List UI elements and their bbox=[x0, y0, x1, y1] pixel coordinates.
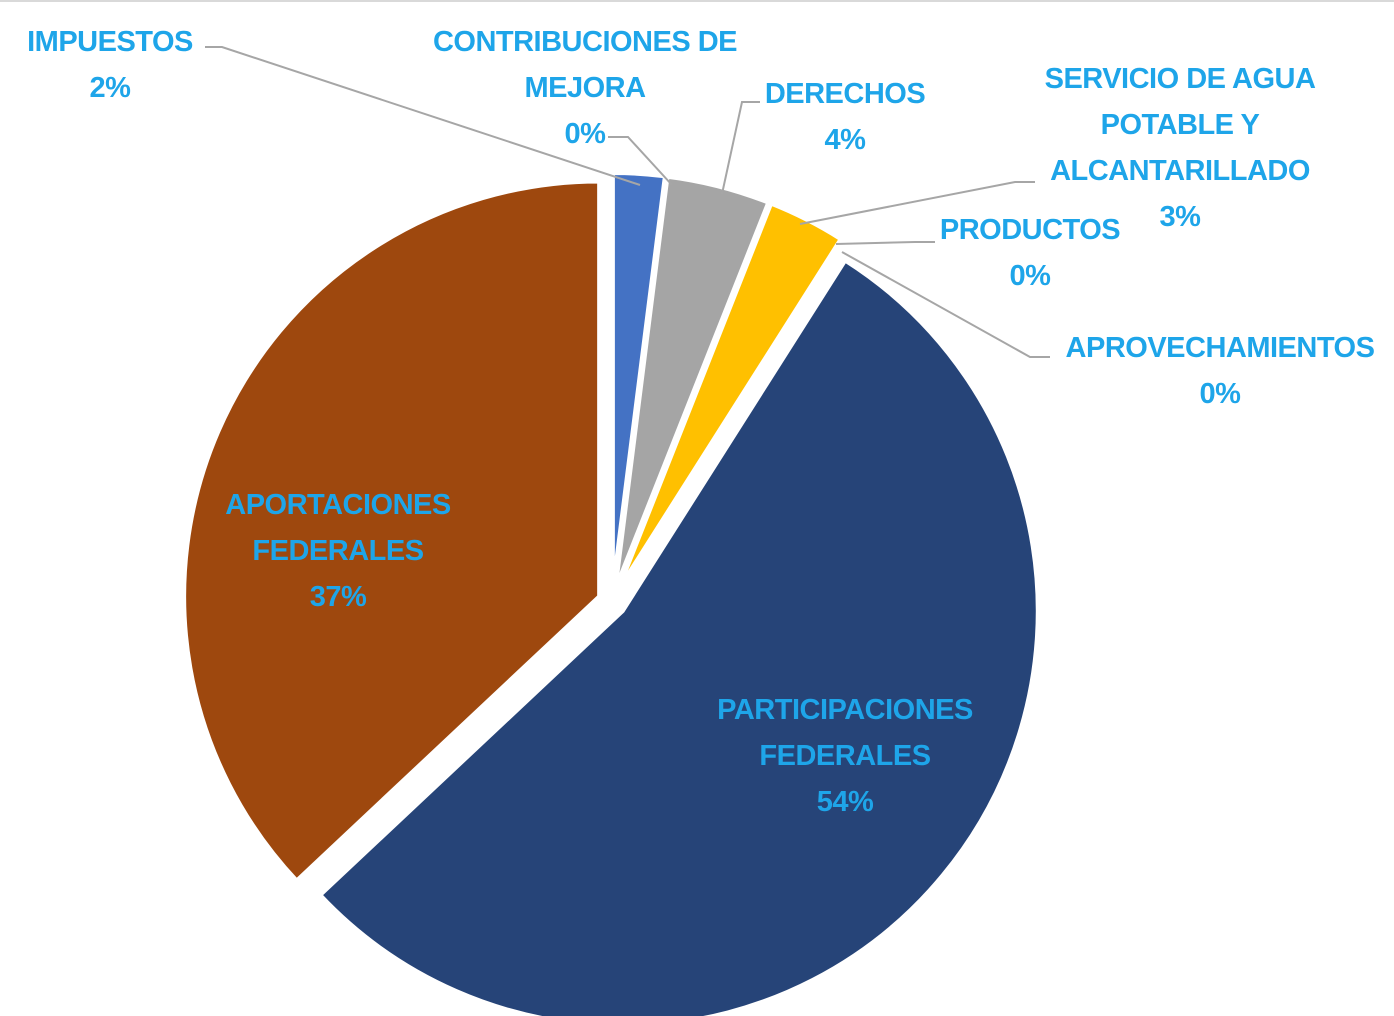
leader-line bbox=[841, 251, 1050, 358]
category-label: DERECHOS bbox=[764, 78, 926, 110]
category-label: PARTICIPACIONES FEDERALES bbox=[717, 694, 973, 772]
leader-line bbox=[799, 181, 1035, 225]
value-label: 3% bbox=[1159, 201, 1201, 233]
category-label: APROVECHAMIENTOS bbox=[1065, 332, 1375, 364]
value-label: 2% bbox=[89, 72, 131, 104]
category-label: APORTACIONES FEDERALES bbox=[225, 489, 451, 567]
value-label: 54% bbox=[816, 786, 874, 818]
category-label: PRODUCTOS bbox=[939, 214, 1121, 246]
slice-label: CONTRIBUCIONES DE MEJORA 0% bbox=[405, 19, 765, 157]
slice-label: APORTACIONES FEDERALES 37% bbox=[188, 482, 488, 620]
value-label: 0% bbox=[1009, 260, 1051, 292]
pie-slice bbox=[182, 179, 602, 884]
category-label: CONTRIBUCIONES DE MEJORA bbox=[432, 26, 738, 104]
slice-label: SERVICIO DE AGUA POTABLE Y ALCANTARILLAD… bbox=[1020, 56, 1340, 240]
leader-line bbox=[608, 136, 673, 186]
value-label: 0% bbox=[1199, 378, 1241, 410]
pie-slice bbox=[613, 174, 771, 590]
slice-label: DERECHOS 4% bbox=[745, 71, 945, 163]
pie-slice bbox=[317, 257, 1040, 1016]
value-label: 37% bbox=[309, 581, 367, 613]
value-label: 0% bbox=[564, 118, 606, 150]
slice-label: PARTICIPACIONES FEDERALES 54% bbox=[685, 687, 1005, 825]
slice-label: IMPUESTOS 2% bbox=[0, 19, 220, 111]
value-label: 4% bbox=[824, 124, 866, 156]
leader-line bbox=[835, 241, 935, 245]
slice-label: PRODUCTOS 0% bbox=[920, 207, 1140, 299]
leader-line bbox=[205, 46, 641, 186]
category-label: IMPUESTOS bbox=[27, 26, 193, 58]
category-label: SERVICIO DE AGUA POTABLE Y ALCANTARILLAD… bbox=[1044, 63, 1316, 187]
pie-slice bbox=[616, 201, 844, 591]
leader-line bbox=[721, 101, 760, 195]
slice-label: APROVECHAMIENTOS 0% bbox=[1040, 325, 1394, 417]
